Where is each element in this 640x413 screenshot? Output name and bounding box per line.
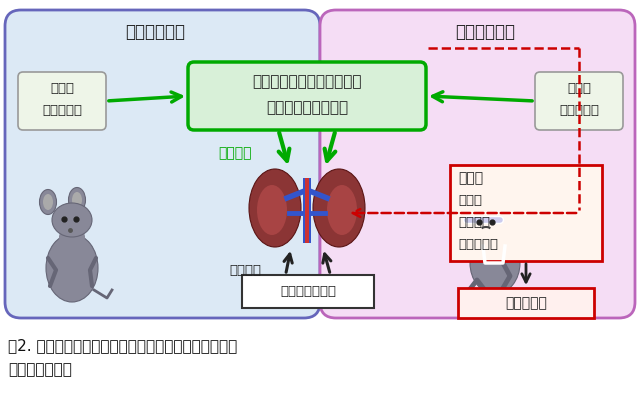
FancyBboxPatch shape [320,10,635,318]
Bar [242,275,374,308]
Text: バソプレシン系: バソプレシン系 [280,285,336,298]
Bar [450,165,602,261]
Ellipse shape [483,197,497,219]
Text: 絶食・絶飲: 絶食・絶飲 [42,104,82,116]
Text: 水分調節: 水分調節 [218,146,252,160]
Ellipse shape [249,169,301,247]
Text: 絶食・絶飲: 絶食・絶飲 [559,104,599,116]
Bar [305,178,309,243]
Ellipse shape [486,201,495,215]
FancyBboxPatch shape [535,72,623,130]
Ellipse shape [463,203,472,217]
Ellipse shape [68,188,86,213]
Ellipse shape [327,185,357,235]
Text: 運動習慣あり: 運動習慣あり [455,23,515,41]
Bar [303,178,311,243]
Ellipse shape [59,227,85,247]
Ellipse shape [43,194,53,210]
Text: 水分調節: 水分調節 [229,263,261,276]
Bar [458,288,594,318]
Text: ・炎症: ・炎症 [458,194,482,206]
Text: 図2. 運動及び急激な絶食・絶飲による水分調節機構と: 図2. 運動及び急激な絶食・絶飲による水分調節機構と [8,338,237,353]
Ellipse shape [40,190,56,214]
Ellipse shape [470,232,520,294]
FancyBboxPatch shape [5,10,320,318]
Text: ・組織損傷: ・組織損傷 [458,237,498,251]
Ellipse shape [72,192,82,208]
Ellipse shape [468,208,506,240]
Text: 腎機能障害: 腎機能障害 [505,296,547,310]
Ellipse shape [460,199,474,221]
Text: －アルドステロン系: －アルドステロン系 [266,100,348,116]
Text: 腎機能への影響: 腎機能への影響 [8,362,72,377]
Ellipse shape [313,169,365,247]
Ellipse shape [478,231,502,249]
FancyBboxPatch shape [18,72,106,130]
Text: 急激な: 急激な [567,83,591,95]
Text: 急激な: 急激な [50,83,74,95]
Text: 運動習慣なし: 運動習慣なし [125,23,185,41]
Text: 悪影響: 悪影響 [458,171,483,185]
Text: ・細胞死: ・細胞死 [458,216,490,228]
FancyBboxPatch shape [188,62,426,130]
Ellipse shape [46,234,98,302]
Text: レニン－アンジオテンシン: レニン－アンジオテンシン [252,74,362,90]
Ellipse shape [257,185,287,235]
Ellipse shape [52,203,92,237]
